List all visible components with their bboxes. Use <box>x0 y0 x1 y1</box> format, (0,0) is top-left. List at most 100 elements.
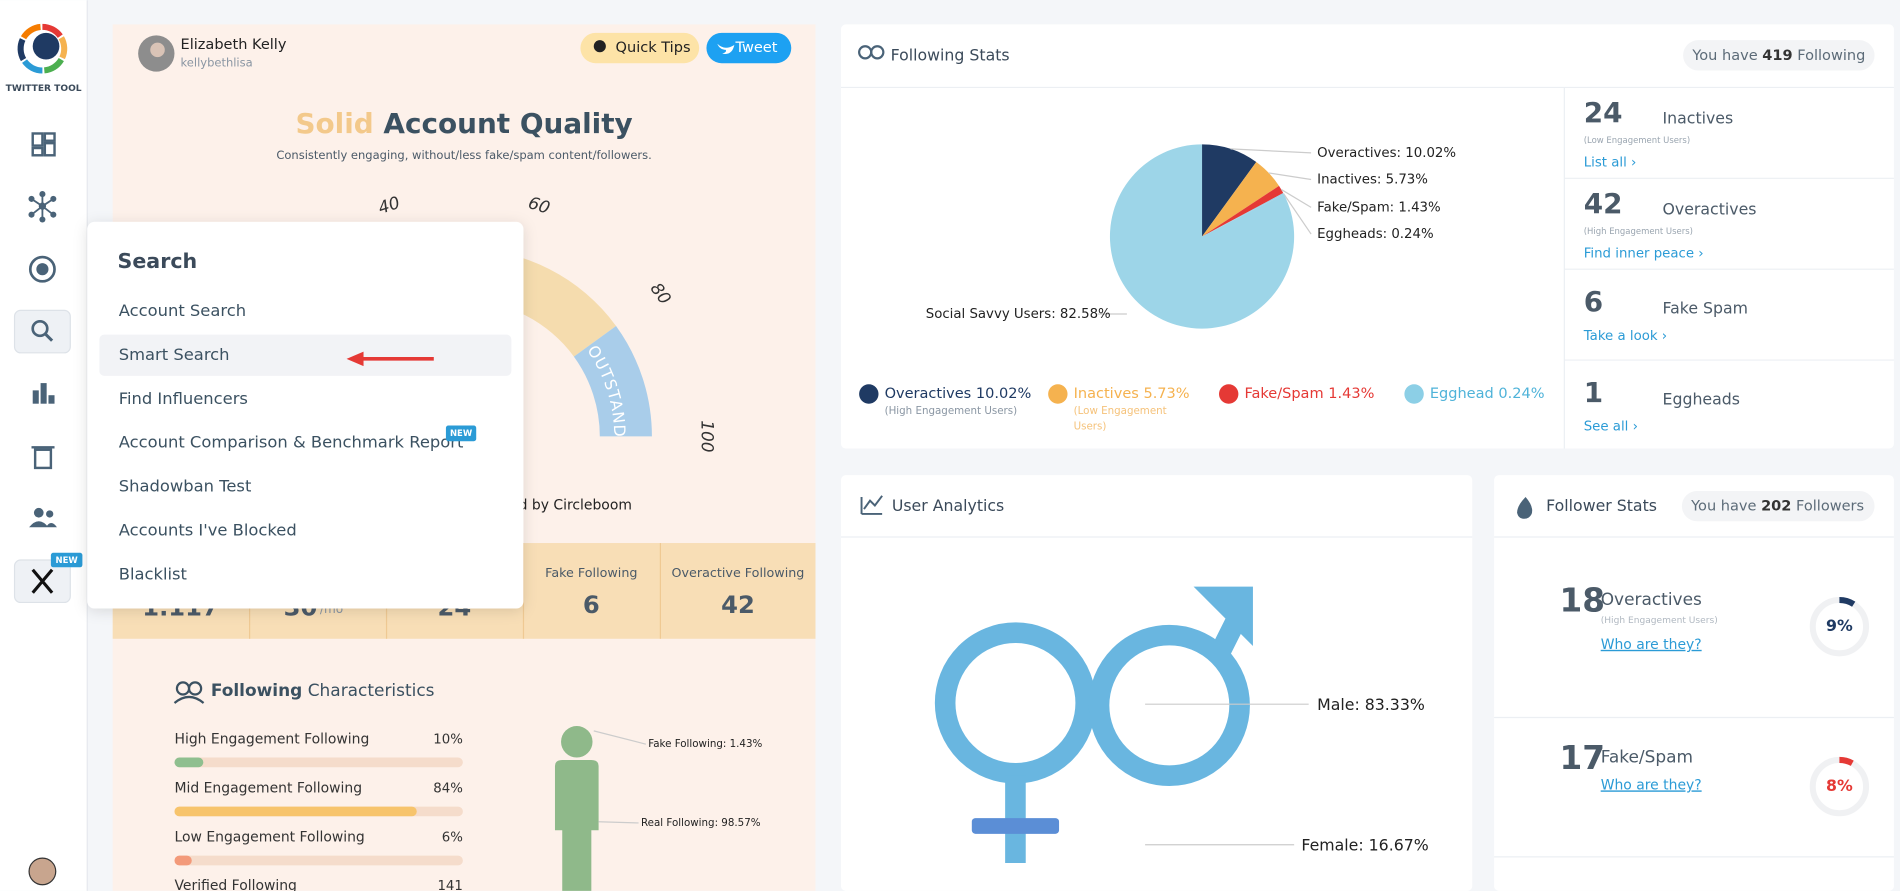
menu-item[interactable]: Account Search <box>119 301 246 320</box>
card-link[interactable]: List all › <box>1584 156 1637 171</box>
stat-value: 42 <box>721 591 755 619</box>
menu-item[interactable]: Blacklist <box>119 564 188 583</box>
card-label: Fake Spam <box>1663 299 1749 318</box>
char-value: 141 <box>437 879 462 891</box>
menu-item[interactable]: Shadowban Test <box>119 477 252 496</box>
count-prefix: You have <box>1691 48 1757 64</box>
menu-item[interactable]: Smart Search <box>119 345 230 364</box>
figure-label: Fake Following: 1.43% <box>648 738 762 750</box>
legend-icon <box>859 384 879 404</box>
count-text: You have 202 Followers <box>1690 499 1864 515</box>
male-symbol <box>1088 624 1250 786</box>
figure-head <box>561 726 593 758</box>
female-symbol <box>934 622 1097 784</box>
stat-label: Overactive Following <box>672 565 805 580</box>
tweet-button[interactable] <box>706 32 792 64</box>
profile-avatar-face <box>150 42 165 58</box>
search-menu <box>87 221 524 609</box>
icon-dashboard[interactable] <box>31 132 44 147</box>
logo-arc <box>43 57 64 74</box>
logo-arc <box>58 36 68 60</box>
icon-target-dot <box>36 263 49 276</box>
quality-title: Solid Account Quality <box>295 107 632 140</box>
brand: TWITTER TOOL <box>6 84 82 94</box>
card-link[interactable]: Find inner peace › <box>1584 246 1704 261</box>
bird-icon <box>717 43 735 54</box>
icon-target[interactable] <box>28 255 56 283</box>
new-badge <box>50 552 83 568</box>
pie-slice <box>1202 144 1257 237</box>
legend-icon <box>1404 384 1424 404</box>
icon-search <box>31 319 49 338</box>
card-title: User Analytics <box>892 496 1004 515</box>
donut-arc <box>1839 756 1854 766</box>
gauge-band-outstanding <box>573 326 652 437</box>
icon-dashboard[interactable] <box>43 132 56 142</box>
female-cross <box>971 818 1060 834</box>
icon-chart[interactable] <box>40 383 47 404</box>
menu-item[interactable]: Find Influencers <box>119 389 248 408</box>
avatar[interactable] <box>28 857 57 886</box>
icon-network-link <box>30 205 43 216</box>
count-pill <box>1681 490 1875 522</box>
menu-item[interactable]: Accounts I've Blocked <box>119 520 297 539</box>
char-value: 10% <box>433 732 463 747</box>
card-number: 24 <box>1584 96 1623 129</box>
icon-chart[interactable] <box>32 390 39 404</box>
figure-body <box>554 759 599 891</box>
icon-search-box[interactable] <box>13 309 71 354</box>
logo-arc <box>22 59 43 74</box>
char-bar-track <box>174 757 463 768</box>
card-label: Overactives <box>1663 199 1757 218</box>
gauge-credit: d by Circleboom <box>519 497 632 513</box>
icon-network-link <box>41 198 54 207</box>
figure-pointer <box>598 821 639 824</box>
card-link[interactable]: See all › <box>1584 420 1638 435</box>
pie-label: Overactives: 10.02% <box>1317 146 1456 161</box>
following-card <box>840 24 1894 449</box>
quick-tips-button[interactable] <box>580 32 700 64</box>
new-badge <box>445 425 477 442</box>
card-number: 42 <box>1584 187 1623 220</box>
header-icon <box>860 495 883 515</box>
figure-label: Real Following: 98.57% <box>641 817 761 829</box>
new-badge-text: NEW <box>450 428 473 438</box>
pie-leader <box>1230 148 1312 154</box>
char-title-rest: Characteristics <box>308 680 435 700</box>
card-title: Following Stats <box>891 45 1010 64</box>
bulb-icon <box>593 40 606 53</box>
count-suffix: Following <box>1797 48 1865 64</box>
menu-highlight <box>99 334 512 376</box>
male-arrow-head <box>1193 586 1253 647</box>
card-link[interactable]: Who are they? <box>1601 777 1702 793</box>
card-link[interactable]: Take a look › <box>1583 329 1667 344</box>
icon-trash[interactable] <box>33 448 53 470</box>
annotation-arrow-head <box>346 351 364 367</box>
menu-item[interactable]: Account Comparison & Benchmark Report <box>119 433 464 452</box>
icon-x <box>31 568 54 594</box>
card-note: (Low Engagement Users) <box>1584 135 1690 145</box>
pie-label: Eggheads: 0.24% <box>1317 227 1434 242</box>
pie-label: Fake/Spam: 1.43% <box>1317 200 1441 215</box>
card-link[interactable]: Who are they? <box>1601 637 1702 653</box>
quality-title-rest: Account Quality <box>383 107 632 140</box>
legend-name: Overactives 10.02% <box>885 386 1032 402</box>
icon-search-handle <box>44 332 54 342</box>
follower-card <box>1494 475 1894 891</box>
icon-dashboard[interactable] <box>31 146 44 157</box>
card-label: Fake/Spam <box>1601 747 1693 767</box>
figure-pointer <box>593 730 647 745</box>
icon-users[interactable] <box>33 507 44 518</box>
card-label: Inactives <box>1663 108 1734 127</box>
legend-icon <box>1048 384 1068 404</box>
pie-label: Inactives: 5.73% <box>1317 173 1428 188</box>
search-menu-title: Search <box>118 249 198 273</box>
icon-chart[interactable] <box>48 395 55 404</box>
quality-subtitle: Consistently engaging, without/less fake… <box>276 148 651 162</box>
gauge-tick-label: 100 <box>697 420 717 452</box>
legend-name: Inactives 5.73% <box>1074 386 1190 402</box>
legend-name: Egghead 0.24% <box>1430 386 1545 402</box>
count-text: You have 419 Following <box>1691 48 1865 64</box>
icon-dashboard[interactable] <box>43 141 56 157</box>
